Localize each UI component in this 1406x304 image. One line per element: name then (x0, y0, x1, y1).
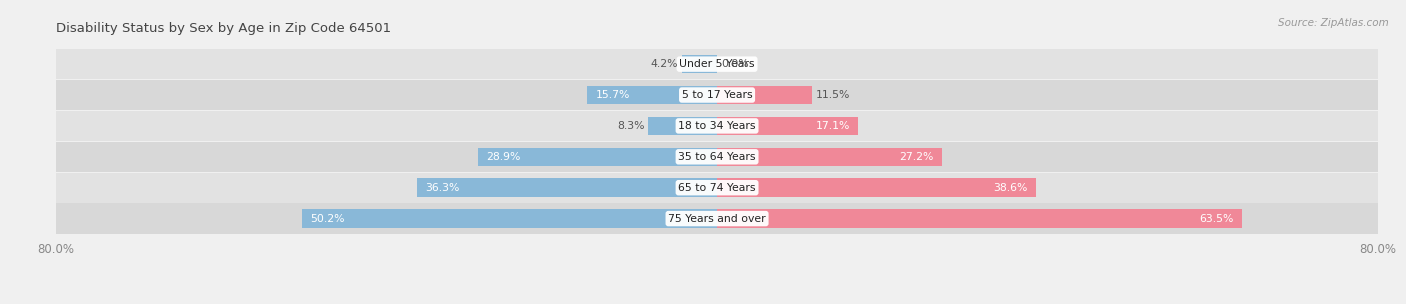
Bar (717, 147, 942, 166)
Text: Disability Status by Sex by Age in Zip Code 64501: Disability Status by Sex by Age in Zip C… (56, 22, 391, 35)
Text: 8.3%: 8.3% (617, 121, 644, 131)
Text: 18 to 34 Years: 18 to 34 Years (678, 121, 756, 131)
Text: Source: ZipAtlas.com: Source: ZipAtlas.com (1278, 18, 1389, 28)
Bar (56, 142, 1378, 172)
Bar (478, 147, 717, 166)
Bar (588, 86, 717, 104)
Bar (418, 178, 717, 197)
Text: 65 to 74 Years: 65 to 74 Years (678, 183, 756, 193)
Bar (717, 178, 1036, 197)
Bar (56, 49, 1378, 79)
Bar (56, 111, 1378, 141)
Text: 27.2%: 27.2% (898, 152, 934, 162)
Text: 17.1%: 17.1% (815, 121, 851, 131)
Bar (56, 80, 1378, 110)
Text: 38.6%: 38.6% (993, 183, 1028, 193)
Text: 50.2%: 50.2% (311, 214, 344, 223)
Bar (56, 173, 1378, 203)
Text: 11.5%: 11.5% (815, 90, 851, 100)
Text: 4.2%: 4.2% (651, 59, 678, 69)
Text: 35 to 64 Years: 35 to 64 Years (678, 152, 756, 162)
Bar (717, 117, 858, 135)
Text: 15.7%: 15.7% (596, 90, 630, 100)
Bar (302, 209, 717, 228)
Bar (56, 203, 1378, 234)
Bar (717, 86, 813, 104)
Text: 36.3%: 36.3% (426, 183, 460, 193)
Text: 75 Years and over: 75 Years and over (668, 214, 766, 223)
Text: 28.9%: 28.9% (486, 152, 522, 162)
Text: Under 5 Years: Under 5 Years (679, 59, 755, 69)
Bar (648, 117, 717, 135)
Bar (717, 209, 1241, 228)
Text: 63.5%: 63.5% (1199, 214, 1233, 223)
Text: 5 to 17 Years: 5 to 17 Years (682, 90, 752, 100)
Bar (682, 55, 717, 73)
Text: 0.0%: 0.0% (721, 59, 749, 69)
